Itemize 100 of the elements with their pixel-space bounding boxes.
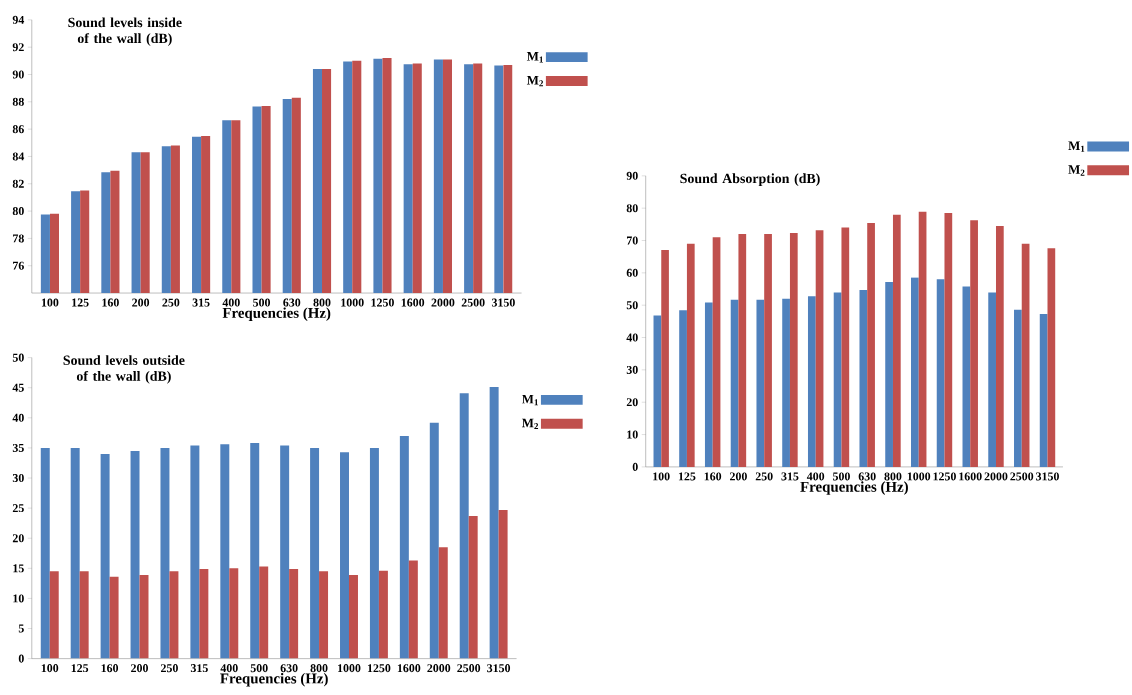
bar — [738, 233, 747, 467]
x-tick-label: 500 — [833, 472, 850, 481]
chart-title: Sound Absorption (dB) — [680, 173, 820, 186]
x-tick-label: 160 — [102, 298, 119, 307]
x-tick-label: 1250 — [933, 472, 956, 481]
bar — [867, 222, 875, 467]
x-tick-label: 2000 — [427, 663, 451, 672]
y-tick-label: 70 — [627, 236, 638, 245]
bar — [468, 515, 478, 659]
x-tick-label: 500 — [253, 298, 271, 307]
bar — [438, 547, 448, 659]
y-tick-label: 76 — [13, 261, 24, 270]
bar — [169, 571, 179, 659]
legend-label: M$_{1}$ — [526, 51, 543, 63]
x-tick-label: 315 — [190, 663, 208, 672]
x-tick-label: 250 — [161, 663, 178, 672]
bar — [498, 509, 508, 659]
x-tick-label: 630 — [858, 472, 876, 481]
bar — [970, 219, 978, 467]
y-tick-label: 0 — [632, 462, 638, 471]
bar — [289, 568, 299, 659]
y-tick-label: 90 — [12, 70, 24, 79]
bar — [259, 566, 269, 659]
bar — [730, 299, 739, 467]
x-tick-label: 2500 — [1010, 472, 1034, 481]
x-tick-label: 125 — [72, 298, 89, 307]
y-tick-label: 80 — [626, 203, 638, 212]
y-tick-label: 40 — [12, 413, 24, 422]
y-tick-label: 92 — [12, 42, 24, 51]
y-tick-label: 20 — [12, 534, 24, 543]
x-tick-label: 800 — [313, 298, 331, 307]
bar — [310, 447, 320, 659]
bar — [679, 310, 687, 467]
bar — [841, 227, 850, 467]
legend-label: M$_{2}$ — [526, 75, 544, 87]
x-axis-title: Frequencies (Hz) — [800, 481, 908, 495]
bar — [349, 574, 358, 659]
bar — [859, 289, 868, 467]
x-tick-label: 2500 — [457, 663, 481, 672]
y-tick-label: 25 — [12, 503, 24, 512]
x-tick-label: 2000 — [431, 298, 455, 307]
bar — [130, 450, 140, 659]
y-tick-label: 15 — [13, 564, 24, 573]
bar — [40, 447, 50, 659]
x-tick-label: 400 — [222, 298, 240, 307]
x-axis-title: Frequencies (Hz) — [222, 307, 331, 321]
bar — [918, 211, 927, 467]
x-tick-label: 500 — [250, 663, 268, 672]
x-tick-label: 800 — [884, 472, 902, 481]
bar — [756, 299, 765, 467]
x-tick-label: 250 — [162, 298, 180, 307]
bar — [661, 249, 669, 467]
bar — [280, 445, 290, 659]
y-tick-label: 30 — [12, 473, 24, 482]
bar — [1021, 243, 1030, 467]
x-tick-label: 160 — [704, 472, 722, 481]
y-tick-label: 0 — [18, 654, 24, 663]
bar — [429, 422, 439, 659]
bar — [833, 292, 842, 467]
bar — [936, 279, 945, 467]
x-tick-label: 3150 — [1036, 472, 1059, 481]
y-tick-label: 45 — [12, 383, 24, 392]
bar — [489, 386, 499, 659]
bar — [160, 447, 170, 659]
x-tick-label: 2500 — [461, 298, 485, 307]
x-tick-label: 200 — [132, 298, 150, 307]
x-tick-label: 630 — [280, 663, 298, 672]
bar — [807, 295, 816, 467]
bar — [988, 292, 996, 467]
x-tick-label: 250 — [755, 472, 773, 481]
bar — [79, 571, 89, 659]
bar — [885, 281, 893, 467]
bar — [1014, 309, 1022, 467]
bar — [962, 286, 971, 467]
legend-label: M$_{2}$ — [1068, 165, 1085, 176]
x-tick-label: 100 — [41, 663, 59, 672]
x-tick-label: 1600 — [959, 472, 982, 481]
bar — [704, 302, 713, 467]
x-tick-label: 2000 — [984, 472, 1008, 481]
y-tick-label: 50 — [12, 353, 24, 362]
x-tick-label: 315 — [781, 472, 799, 481]
bar — [995, 225, 1004, 467]
y-tick-label: 5 — [18, 624, 24, 633]
x-tick-label: 1000 — [341, 298, 364, 307]
bar — [782, 298, 790, 467]
x-tick-label: 400 — [220, 663, 238, 672]
bar — [399, 435, 409, 659]
x-tick-label: 3150 — [491, 298, 515, 307]
legend-label: M$_{1}$ — [521, 394, 538, 406]
x-tick-label: 3150 — [487, 663, 511, 672]
x-tick-label: 1250 — [371, 298, 394, 307]
y-tick-label: 78 — [13, 234, 24, 243]
bar — [199, 568, 209, 659]
legend-label: M$_{1}$ — [1068, 141, 1085, 152]
x-tick-label: 200 — [730, 472, 747, 481]
bar — [378, 570, 388, 659]
x-tick-label: 800 — [310, 663, 328, 672]
bar — [340, 451, 349, 659]
bar — [369, 447, 379, 659]
y-tick-label: 88 — [12, 97, 24, 106]
